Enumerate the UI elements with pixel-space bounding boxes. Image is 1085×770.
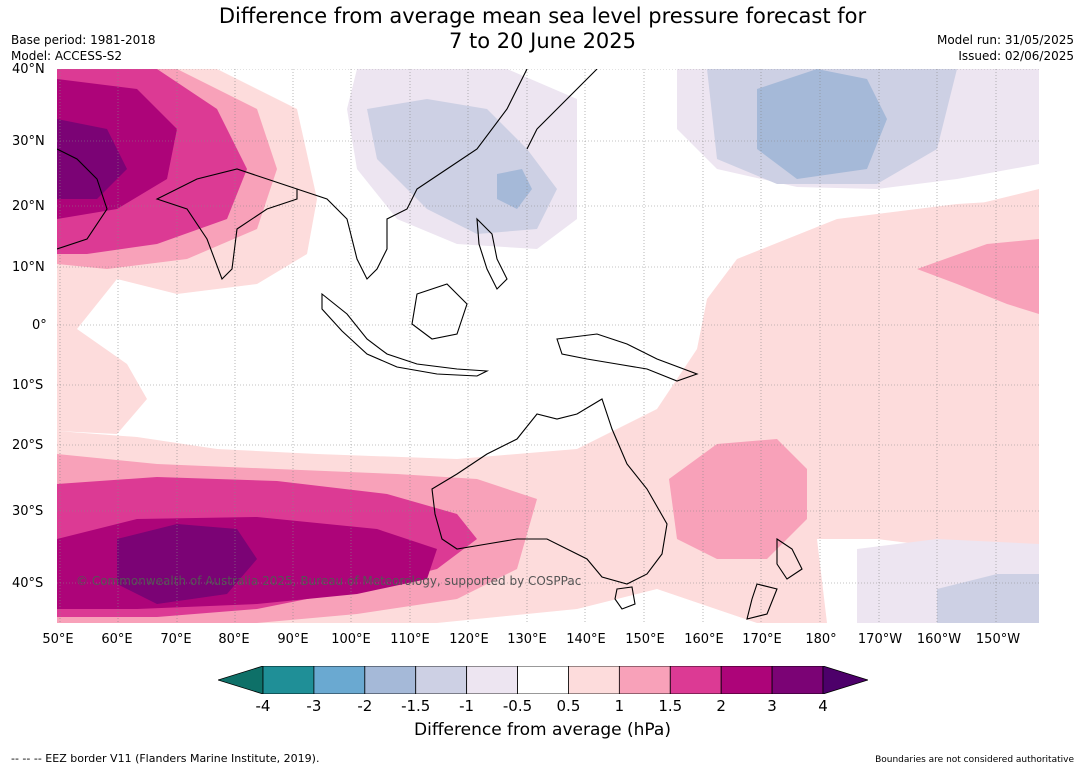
colorbar-tick-label: -3: [306, 697, 322, 715]
lat-label-30n: 30°N: [12, 134, 45, 149]
colorbar-cell: [771, 666, 824, 694]
philippines-coast: [476, 217, 508, 290]
tasmania-coast: [614, 586, 636, 610]
lon-label-130e: 130°E: [507, 632, 547, 647]
lon-label-140e: 140°E: [566, 632, 606, 647]
lon-label-110e: 110°E: [390, 632, 430, 647]
lon-label-180: 180°: [805, 632, 837, 647]
title-line-1: Difference from average mean sea level p…: [218, 4, 867, 28]
meta-right: Model run: 31/05/2025 Issued: 02/06/2025: [937, 32, 1074, 64]
australia-coast: [431, 398, 668, 585]
new-guinea-coast: [556, 333, 699, 382]
colorbar-tick-label: 1.5: [658, 697, 683, 715]
lon-label-160e: 160°E: [684, 632, 724, 647]
lon-label-150w: 150°W: [975, 632, 1021, 647]
lon-label-80e: 80°E: [218, 632, 250, 647]
lon-label-70e: 70°E: [160, 632, 192, 647]
chart-title: Difference from average mean sea level p…: [0, 4, 1085, 54]
colorbar-cell: [568, 666, 620, 694]
lat-label-10s: 10°S: [12, 378, 44, 393]
indonesia-coast: [321, 292, 490, 377]
lon-label-120e: 120°E: [449, 632, 489, 647]
colorbar-tick-label: 0.5: [556, 697, 581, 715]
colorbar-tick-label: -4: [255, 697, 271, 715]
copyright-notice: © Commonwealth of Australia 2025, Bureau…: [76, 574, 582, 588]
lon-label-160w: 160°W: [916, 632, 962, 647]
lat-label-40s: 40°S: [12, 576, 44, 591]
lon-label-170w: 170°W: [857, 632, 903, 647]
colorbar-cells: [218, 666, 868, 694]
title-line-2: 7 to 20 June 2025: [448, 29, 637, 53]
lon-label-90e: 90°E: [277, 632, 309, 647]
colorbar-cell: [618, 666, 671, 694]
eez-border-note: -- -- -- EEZ border V11 (Flanders Marine…: [11, 752, 320, 765]
graticule: [57, 69, 1039, 623]
new-zealand-coast: [746, 537, 803, 620]
coastlines: [57, 69, 803, 620]
colorbar-tick-label: 3: [767, 697, 777, 715]
colorbar-tick-label: -0.5: [502, 697, 533, 715]
colorbar-cell: [720, 666, 773, 694]
japan-coast: [526, 69, 598, 150]
colorbar-cell: [313, 666, 366, 694]
meta-left: Base period: 1981-2018 Model: ACCESS-S2: [11, 32, 156, 64]
colorbar-tick-label: 1: [614, 697, 625, 715]
boundaries-disclaimer: Boundaries are not considered authoritat…: [875, 755, 1074, 765]
lat-label-40n: 40°N: [12, 62, 45, 77]
lon-label-60e: 60°E: [101, 632, 133, 647]
lat-label-0: 0°: [32, 318, 47, 333]
lat-label-20n: 20°N: [12, 199, 45, 214]
base-period: Base period: 1981-2018: [11, 33, 156, 47]
colorbar-cell: [415, 666, 468, 694]
colorbar-cell: [364, 666, 417, 694]
colorbar-cell: [262, 666, 315, 694]
colorbar-cell: [669, 666, 722, 694]
se-asia-coast: [296, 69, 528, 280]
colorbar-extend-high: [822, 666, 868, 694]
colorbar-cell: [466, 666, 518, 694]
model-run: Model run: 31/05/2025: [936, 33, 1074, 47]
lon-label-170e: 170°E: [742, 632, 782, 647]
colorbar-tick-label: -1.5: [401, 697, 431, 715]
lat-label-30s: 30°S: [12, 504, 44, 519]
colorbar-title: Difference from average (hPa): [414, 720, 671, 740]
arabia-coast: [57, 148, 108, 250]
lat-label-10n: 10°N: [12, 260, 45, 275]
pressure-anomaly-map: [57, 69, 1039, 623]
lon-label-150e: 150°E: [625, 632, 665, 647]
lon-label-50e: 50°E: [42, 632, 74, 647]
colorbar-tick-label: 2: [716, 697, 726, 715]
lon-label-100e: 100°E: [331, 632, 371, 647]
india-coast: [155, 168, 298, 280]
anomaly-3-4-fill: [57, 119, 257, 604]
anomaly-neg1p5-neg2-fill: [497, 69, 887, 209]
colorbar-tick-label: -2: [357, 697, 373, 715]
colorbar-tick-label: -1: [459, 697, 475, 715]
colorbar-cell: [517, 666, 569, 694]
colorbar-extend-low: [218, 666, 264, 694]
lat-label-20s: 20°S: [12, 438, 44, 453]
colorbar: [218, 666, 868, 694]
map-svg: [57, 69, 1039, 623]
borneo-coast: [411, 283, 468, 340]
issued-date: Issued: 02/06/2025: [958, 49, 1074, 63]
colorbar-tick-label: 4: [818, 697, 828, 715]
model-name: Model: ACCESS-S2: [11, 49, 123, 63]
